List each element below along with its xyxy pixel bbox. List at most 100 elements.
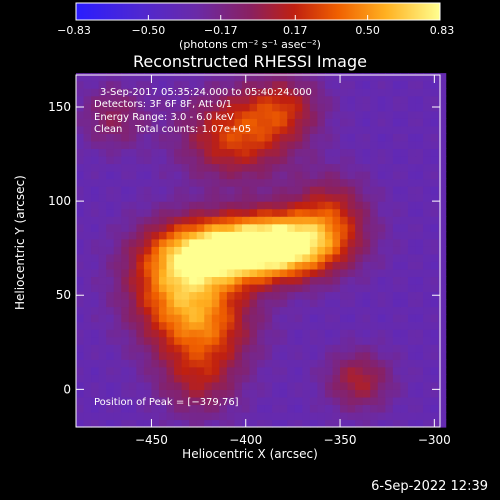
heatmap-cell (423, 193, 432, 202)
heatmap-cell (166, 374, 175, 383)
heatmap-cell (257, 171, 266, 180)
heatmap-cell (294, 314, 303, 323)
heatmap-cell (241, 381, 251, 390)
heatmap-cell (340, 336, 349, 345)
heatmap-cell (143, 103, 153, 112)
heatmap-cell (385, 73, 394, 82)
heatmap-cell (309, 374, 319, 383)
heatmap-cell (377, 95, 386, 104)
heatmap-cell (136, 381, 145, 390)
heatmap-cell (174, 186, 183, 195)
heatmap-cell (415, 253, 424, 262)
heatmap-cell (294, 171, 303, 180)
heatmap-cell (407, 374, 417, 383)
heatmap-cell (151, 261, 160, 270)
heatmap-cell (204, 291, 213, 300)
heatmap-cell (91, 336, 100, 345)
heatmap-cell (166, 155, 175, 165)
heatmap-cell (204, 268, 213, 278)
heatmap-cell (257, 329, 266, 338)
heatmap-cell (211, 329, 220, 338)
heatmap-cell (143, 321, 153, 330)
heatmap-cell (302, 283, 311, 293)
heatmap-cell (189, 95, 198, 104)
heatmap-cell (196, 283, 205, 293)
heatmap-cell (136, 404, 145, 413)
heatmap-cell (106, 351, 115, 360)
heatmap-cell (423, 178, 432, 187)
heatmap-cell (257, 351, 266, 360)
heatmap-cell (234, 238, 243, 247)
heatmap-cell (257, 103, 266, 112)
heatmap-cell (423, 283, 432, 293)
heatmap-cell (392, 163, 401, 172)
heatmap-cell (287, 193, 296, 202)
heatmap-cell (249, 306, 258, 315)
heatmap-cell (340, 148, 349, 157)
heatmap-cell (400, 118, 409, 127)
heatmap-cell (407, 253, 417, 262)
heatmap-cell (249, 171, 258, 180)
heatmap-cell (302, 238, 311, 247)
heatmap-cell (241, 351, 251, 360)
heatmap-cell (166, 231, 175, 240)
heatmap-cell (340, 253, 349, 262)
heatmap-cell (158, 140, 168, 150)
heatmap-cell (355, 283, 364, 293)
heatmap-cell (362, 381, 371, 390)
heatmap-cell (415, 306, 424, 315)
heatmap-cell (143, 163, 153, 172)
heatmap-cell (226, 351, 236, 360)
heatmap-cell (362, 73, 371, 82)
heatmap-cell (128, 223, 137, 232)
heatmap-cell (158, 344, 168, 353)
heatmap-cell (219, 306, 228, 315)
heatmap-cell (272, 404, 281, 413)
heatmap-cell (370, 351, 379, 360)
heatmap-cell (317, 95, 326, 104)
heatmap-cell (332, 155, 341, 165)
heatmap-cell (158, 216, 168, 225)
heatmap-cell (241, 110, 251, 119)
heatmap-cell (355, 321, 364, 330)
heatmap-cell (83, 103, 92, 112)
colorbar-tick-label: 0.50 (355, 24, 380, 37)
heatmap-cell (423, 268, 432, 278)
heatmap-cell (257, 366, 266, 375)
heatmap-cell (324, 133, 334, 142)
heatmap-cell (438, 359, 447, 368)
heatmap-cell (143, 88, 153, 97)
heatmap-cell (309, 351, 319, 360)
heatmap-cell (332, 329, 341, 338)
y-tick-label: 100 (48, 194, 71, 208)
heatmap-cell (392, 336, 401, 345)
heatmap-cell (272, 283, 281, 293)
heatmap-cell (272, 291, 281, 300)
heatmap-cell (76, 314, 85, 323)
heatmap-cell (264, 359, 273, 368)
heatmap-cell (158, 253, 168, 262)
heatmap-cell (158, 306, 168, 315)
heatmap-cell (76, 336, 85, 345)
heatmap-cell (106, 404, 115, 413)
heatmap-cell (219, 344, 228, 353)
heatmap-cell (143, 366, 153, 375)
heatmap-cell (347, 291, 356, 300)
heatmap-cell (340, 321, 349, 330)
heatmap-cell (91, 381, 100, 390)
heatmap-cell (272, 411, 281, 421)
heatmap-cell (189, 283, 198, 293)
heatmap-cell (294, 80, 303, 89)
heatmap-cell (121, 314, 130, 323)
heatmap-cell (189, 103, 198, 112)
heatmap-cell (174, 283, 183, 293)
heatmap-cell (196, 103, 205, 112)
heatmap-cell (355, 171, 364, 180)
heatmap-cell (423, 374, 432, 383)
heatmap-cell (249, 103, 258, 112)
heatmap-cell (249, 148, 258, 157)
heatmap-cell (98, 411, 107, 421)
heatmap-cell (257, 283, 266, 293)
heatmap-cell (204, 155, 213, 165)
heatmap-cell (430, 201, 439, 210)
